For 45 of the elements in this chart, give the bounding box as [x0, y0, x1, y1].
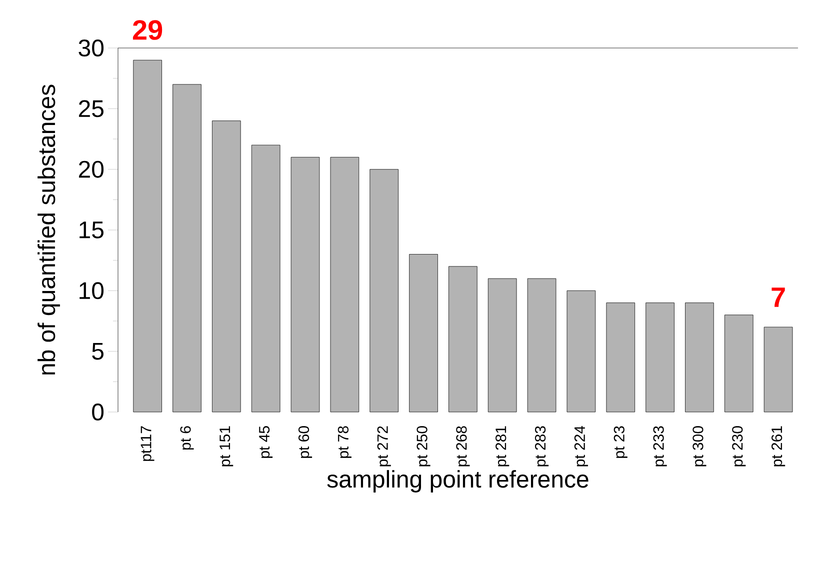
annotation: 29 — [132, 20, 162, 40]
x-tick-label: pt 300 — [692, 426, 706, 466]
x-tick-label: pt 78 — [338, 426, 352, 458]
bar — [488, 278, 517, 412]
x-tick-label: pt 261 — [772, 426, 786, 466]
bar — [724, 314, 754, 412]
bar — [212, 120, 241, 412]
bar — [527, 278, 556, 412]
annotation: 7 — [772, 288, 785, 307]
y-tick-label: 15 — [80, 222, 104, 238]
x-tick-label: pt 283 — [534, 426, 549, 466]
bar — [685, 302, 714, 412]
y-tick-label: 25 — [78, 100, 104, 118]
x-tick-label: pt 268 — [456, 426, 470, 466]
x-tick-label: pt 250 — [416, 426, 430, 466]
x-tick-label: pt 45 — [259, 426, 273, 458]
y-tick-label: 5 — [92, 342, 104, 360]
x-tick-label: pt 272 — [377, 426, 391, 466]
x-tick-label: pt 233 — [653, 426, 667, 466]
bar — [566, 290, 596, 412]
y-tick-label: 20 — [78, 160, 104, 178]
bar — [172, 84, 202, 412]
bar — [330, 156, 360, 412]
x-tick-label: pt 151 — [220, 426, 234, 466]
bar — [409, 254, 438, 412]
bar — [290, 156, 320, 412]
x-tick-label: pt 281 — [496, 426, 510, 466]
bar — [646, 302, 674, 412]
x-tick-label: pt 60 — [298, 426, 312, 458]
x-tick-label: pt 23 — [614, 426, 628, 458]
bar — [764, 326, 793, 412]
y-tick-label: 0 — [92, 403, 104, 420]
x-tick-label: pt 230 — [732, 426, 746, 466]
x-tick-label: pt 6 — [180, 426, 194, 450]
x-tick-label: pt 224 — [574, 426, 588, 466]
x-axis-title: sampling point reference — [327, 470, 588, 492]
y-tick-label: 30 — [78, 39, 104, 56]
y-axis-title: nb of quantified substances — [38, 84, 60, 375]
bar — [370, 169, 398, 412]
y-tick-label: 10 — [80, 282, 104, 300]
bar — [448, 266, 478, 412]
bar — [133, 60, 162, 412]
bar — [251, 144, 280, 412]
x-tick-label: pt117 — [140, 426, 154, 461]
bar — [606, 302, 636, 412]
